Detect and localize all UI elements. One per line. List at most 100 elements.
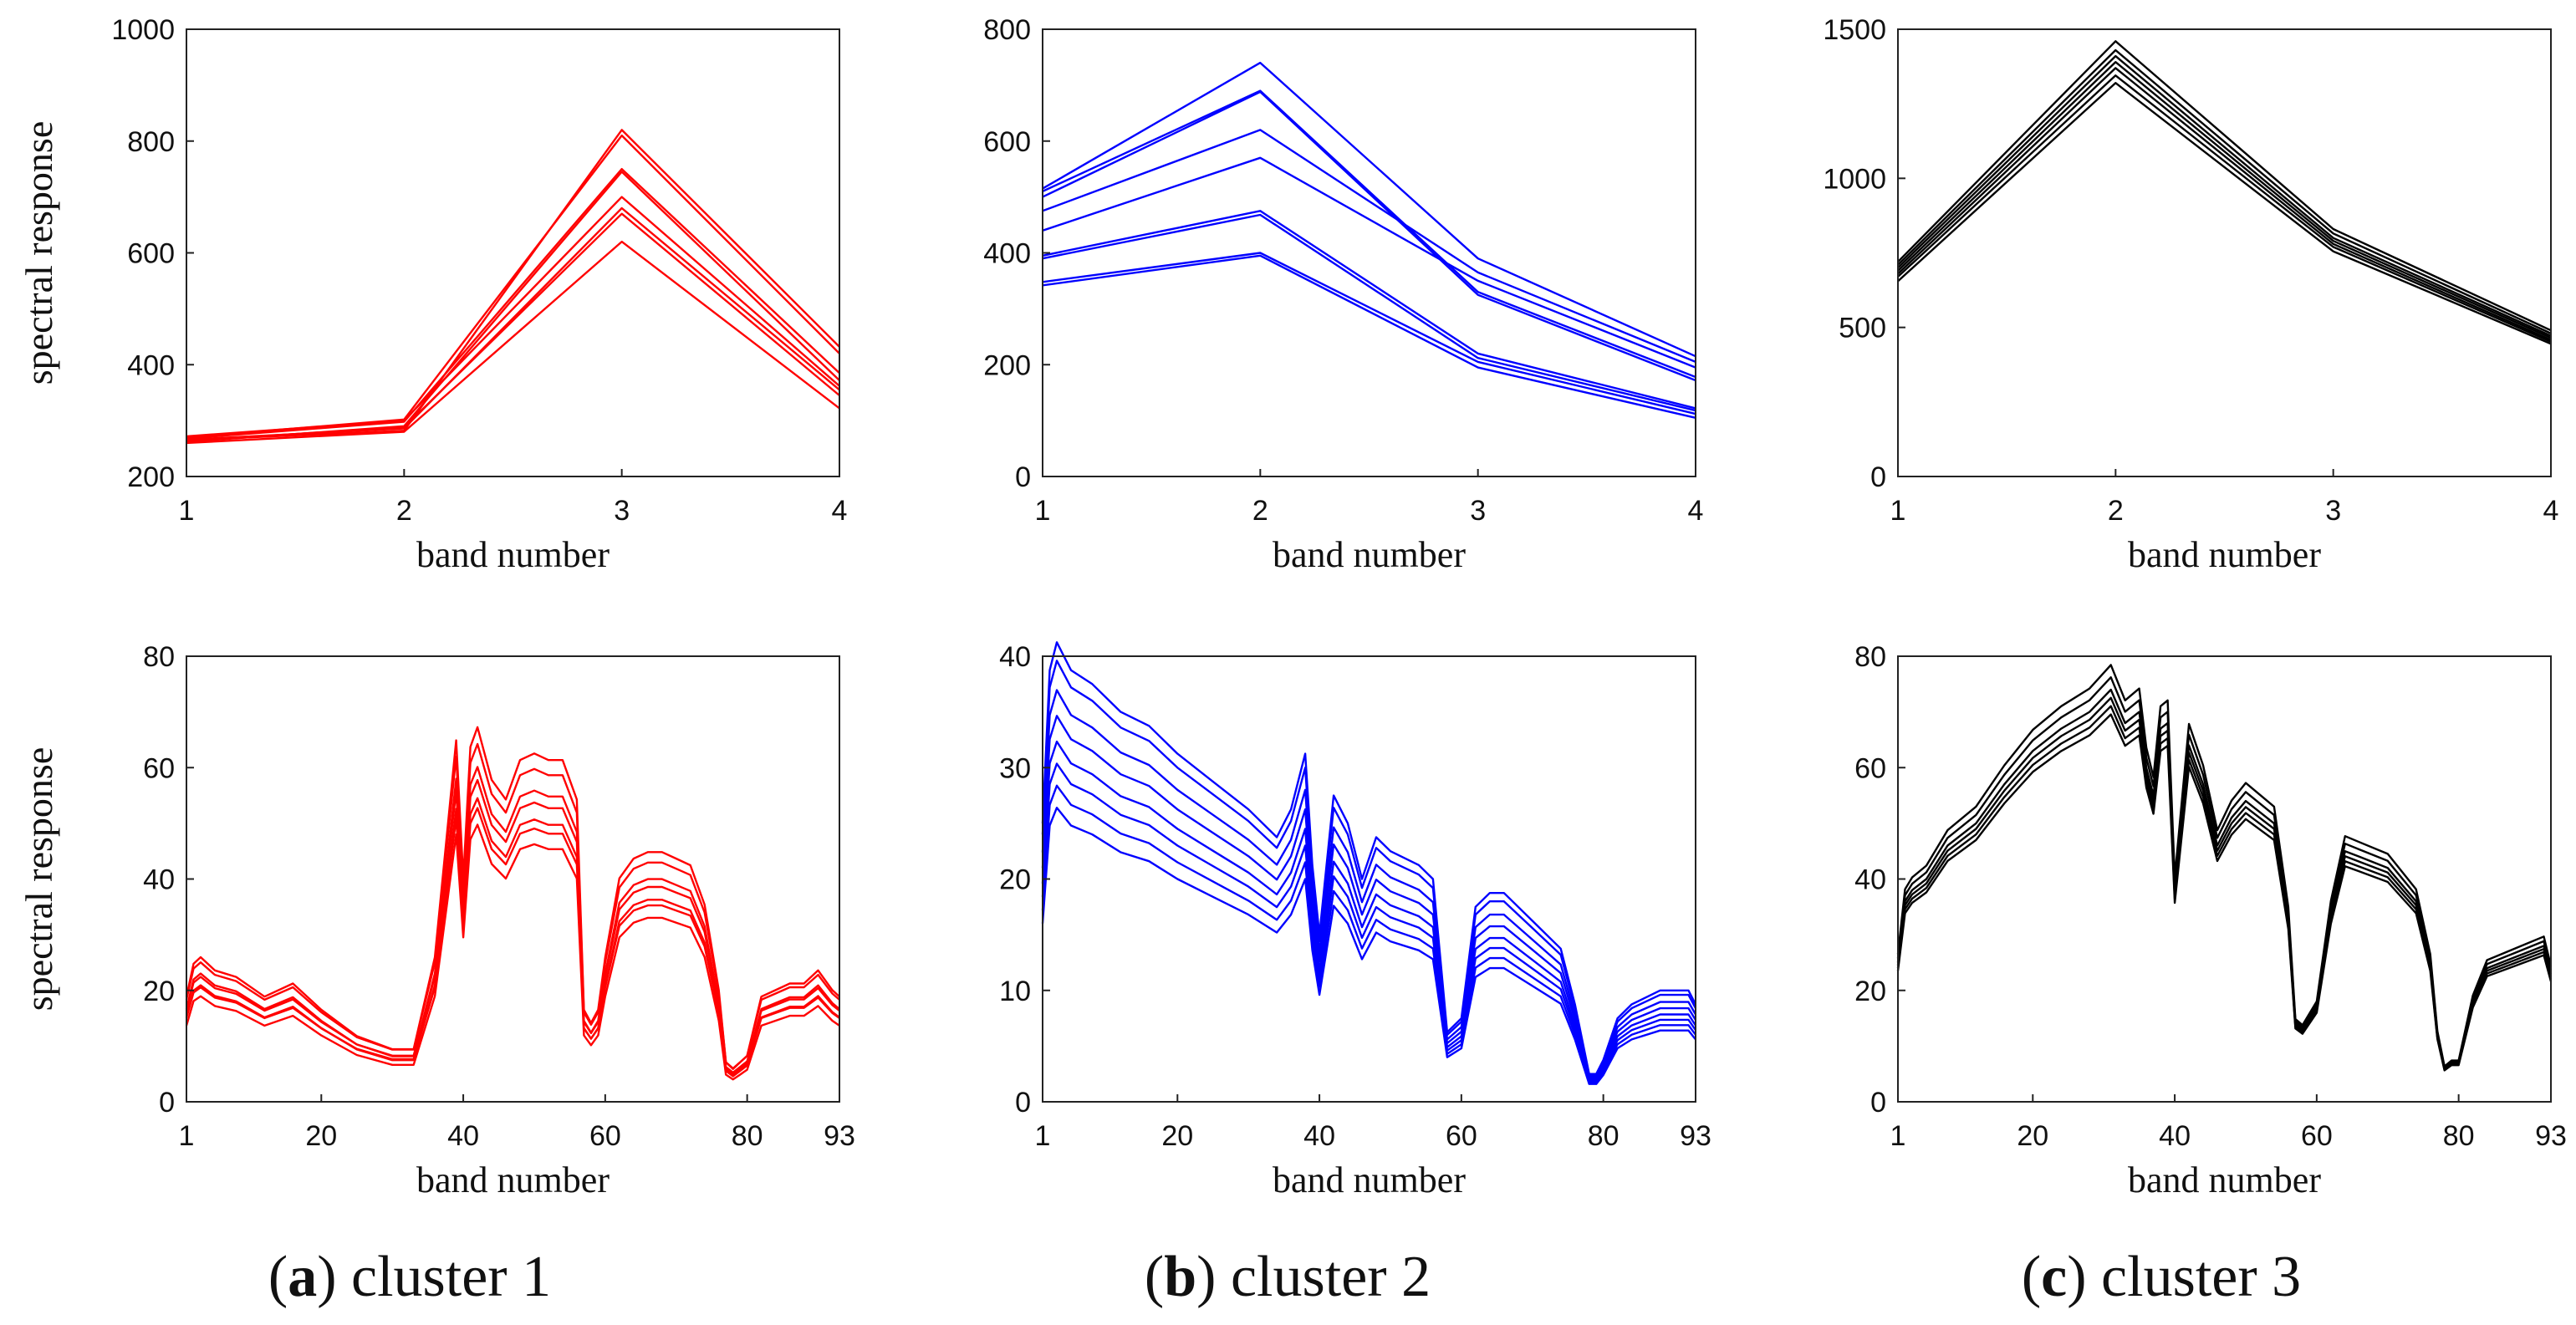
series-line-c-top-7 xyxy=(1897,81,2552,345)
plot-frame-a-top xyxy=(186,28,840,477)
series-line-b-bottom-7 xyxy=(1041,784,1696,1084)
series-line-a-top-5 xyxy=(186,196,840,438)
series-line-a-top-7 xyxy=(186,212,840,442)
y-tick-label-b-top-600: 600 xyxy=(983,126,1031,158)
series-line-c-top-2 xyxy=(1897,48,2552,334)
y-tick-label-a-bottom-80: 80 xyxy=(143,641,175,673)
y-tick-label-b-top-400: 400 xyxy=(983,238,1031,270)
series-line-c-bottom-6 xyxy=(1896,713,2553,1072)
series-line-b-top-8 xyxy=(1042,252,1696,415)
y-tick-label-c-bottom-20: 20 xyxy=(1854,976,1886,1007)
series-line-a-bottom-7 xyxy=(185,823,840,1081)
series-line-c-bottom-1 xyxy=(1896,664,2553,1068)
series-line-c-top-4 xyxy=(1897,60,2552,339)
y-tick-label-a-bottom-40: 40 xyxy=(143,864,175,896)
plot-frame-c-bottom xyxy=(1897,655,2552,1103)
series-line-b-top-7 xyxy=(1042,213,1696,412)
chart-a-top: 1 2 3 4 200 400 600 800 1000 band number spectral … xyxy=(18,14,847,575)
caption-a: (a) cluster 1 xyxy=(268,1245,552,1309)
series-line-b-top-3 xyxy=(1042,90,1696,382)
plot-frame-b-bottom xyxy=(1042,655,1696,1103)
x-tick-label-a-top-4: 4 xyxy=(832,495,848,527)
series-line-c-bottom-4 xyxy=(1896,696,2553,1071)
x-tick-label-c-bottom-80: 80 xyxy=(2443,1120,2475,1152)
y-tick-label-c-top-1500: 1500 xyxy=(1823,14,1886,46)
series-line-a-top-6 xyxy=(186,206,840,441)
series-line-c-bottom-5 xyxy=(1896,705,2553,1071)
x-tick-label-b-top-4: 4 xyxy=(1688,495,1704,527)
series-line-c-top-1 xyxy=(1897,40,2552,332)
y-tick-label-c-bottom-80: 80 xyxy=(1854,641,1886,673)
x-tick-label-b-bottom-1: 1 xyxy=(1035,1120,1051,1152)
x-tick-label-c-top-4: 4 xyxy=(2543,495,2559,527)
x-tick-label-c-bottom-1: 1 xyxy=(1890,1120,1906,1152)
plot-frame-a-bottom xyxy=(186,655,840,1103)
series-line-a-bottom-6 xyxy=(185,807,840,1076)
caption-c: (c) cluster 3 xyxy=(2021,1245,2302,1309)
y-tick-label-b-bottom-20: 20 xyxy=(999,864,1031,896)
series-line-c-bottom-3 xyxy=(1896,688,2553,1070)
series-line-b-bottom-1 xyxy=(1041,641,1697,1075)
x-tick-label-a-bottom-40: 40 xyxy=(447,1120,479,1152)
x-tick-label-b-bottom-93: 93 xyxy=(1680,1120,1711,1152)
y-tick-label-b-bottom-40: 40 xyxy=(999,641,1031,673)
x-tick-label-b-top-1: 1 xyxy=(1035,495,1051,527)
series-line-b-bottom-3 xyxy=(1041,689,1697,1078)
x-tick-label-b-bottom-20: 20 xyxy=(1161,1120,1193,1152)
x-tick-label-a-bottom-20: 20 xyxy=(305,1120,337,1152)
chart-b-top: 1 2 3 4 0 200 400 600 800 band number xyxy=(983,14,1703,575)
series-line-b-top-9 xyxy=(1042,254,1696,419)
y-tick-label-a-top-400: 400 xyxy=(127,349,175,381)
y-tick-label-b-bottom-10: 10 xyxy=(999,976,1031,1007)
x-tick-label-a-top-2: 2 xyxy=(396,495,412,527)
series-line-b-top-2 xyxy=(1042,89,1696,379)
x-tick-label-b-top-3: 3 xyxy=(1470,495,1486,527)
y-axis-label-a-top: spectral response xyxy=(18,121,60,385)
y-tick-label-b-top-200: 200 xyxy=(983,349,1031,381)
y-tick-label-b-top-0: 0 xyxy=(1015,461,1031,493)
x-axis-label-c-top: band number xyxy=(2128,534,2321,575)
series-line-b-top-6 xyxy=(1042,210,1696,410)
y-tick-label-b-bottom-30: 30 xyxy=(999,752,1031,784)
series-line-c-top-5 xyxy=(1897,67,2552,341)
chart-c-bottom: 1 20 40 60 80 93 0 20 40 60 80 band number xyxy=(1854,641,2567,1200)
series-line-a-bottom-2 xyxy=(185,742,840,1070)
x-tick-label-a-bottom-80: 80 xyxy=(732,1120,763,1152)
x-tick-label-a-top-1: 1 xyxy=(179,495,195,527)
series-line-b-top-4 xyxy=(1042,129,1696,364)
x-tick-label-c-top-2: 2 xyxy=(2108,495,2124,527)
series-line-c-bottom-2 xyxy=(1896,676,2553,1069)
y-tick-label-a-bottom-60: 60 xyxy=(143,752,175,784)
series-line-b-top-5 xyxy=(1042,156,1696,369)
y-tick-label-b-bottom-0: 0 xyxy=(1015,1087,1031,1119)
chart-c-top: 1 2 3 4 0 500 1000 1500 band number xyxy=(1823,14,2558,575)
series-line-c-top-6 xyxy=(1897,74,2552,343)
x-tick-label-a-bottom-60: 60 xyxy=(589,1120,621,1152)
caption-b: (b) cluster 2 xyxy=(1144,1245,1431,1309)
x-axis-label-a-top: band number xyxy=(416,534,610,575)
chart-b-bottom: 1 20 40 60 80 93 0 10 20 30 40 band number xyxy=(999,641,1711,1200)
x-tick-label-c-bottom-20: 20 xyxy=(2017,1120,2048,1152)
x-tick-label-b-top-2: 2 xyxy=(1252,495,1268,527)
y-tick-label-c-bottom-60: 60 xyxy=(1854,752,1886,784)
y-tick-label-a-top-600: 600 xyxy=(127,238,175,270)
y-tick-label-b-top-800: 800 xyxy=(983,14,1031,46)
x-tick-label-b-bottom-40: 40 xyxy=(1303,1120,1335,1152)
y-tick-label-a-bottom-20: 20 xyxy=(143,976,175,1007)
x-tick-label-c-top-3: 3 xyxy=(2325,495,2341,527)
series-line-b-bottom-6 xyxy=(1041,762,1696,1083)
series-line-a-top-3 xyxy=(186,167,840,440)
y-tick-label-c-top-1000: 1000 xyxy=(1823,163,1886,195)
series-line-a-bottom-3 xyxy=(185,766,840,1075)
x-tick-label-a-bottom-93: 93 xyxy=(824,1120,855,1152)
plot-frame-b-top xyxy=(1042,28,1696,477)
series-line-a-top-1 xyxy=(186,129,840,441)
series-line-c-top-3 xyxy=(1897,54,2552,337)
series-line-b-bottom-8 xyxy=(1041,807,1696,1085)
x-axis-label-c-bottom: band number xyxy=(2128,1159,2321,1200)
y-tick-label-c-bottom-40: 40 xyxy=(1854,864,1886,896)
x-tick-label-c-top-1: 1 xyxy=(1890,495,1906,527)
x-tick-label-b-bottom-60: 60 xyxy=(1446,1120,1477,1152)
y-tick-label-a-top-800: 800 xyxy=(127,126,175,158)
